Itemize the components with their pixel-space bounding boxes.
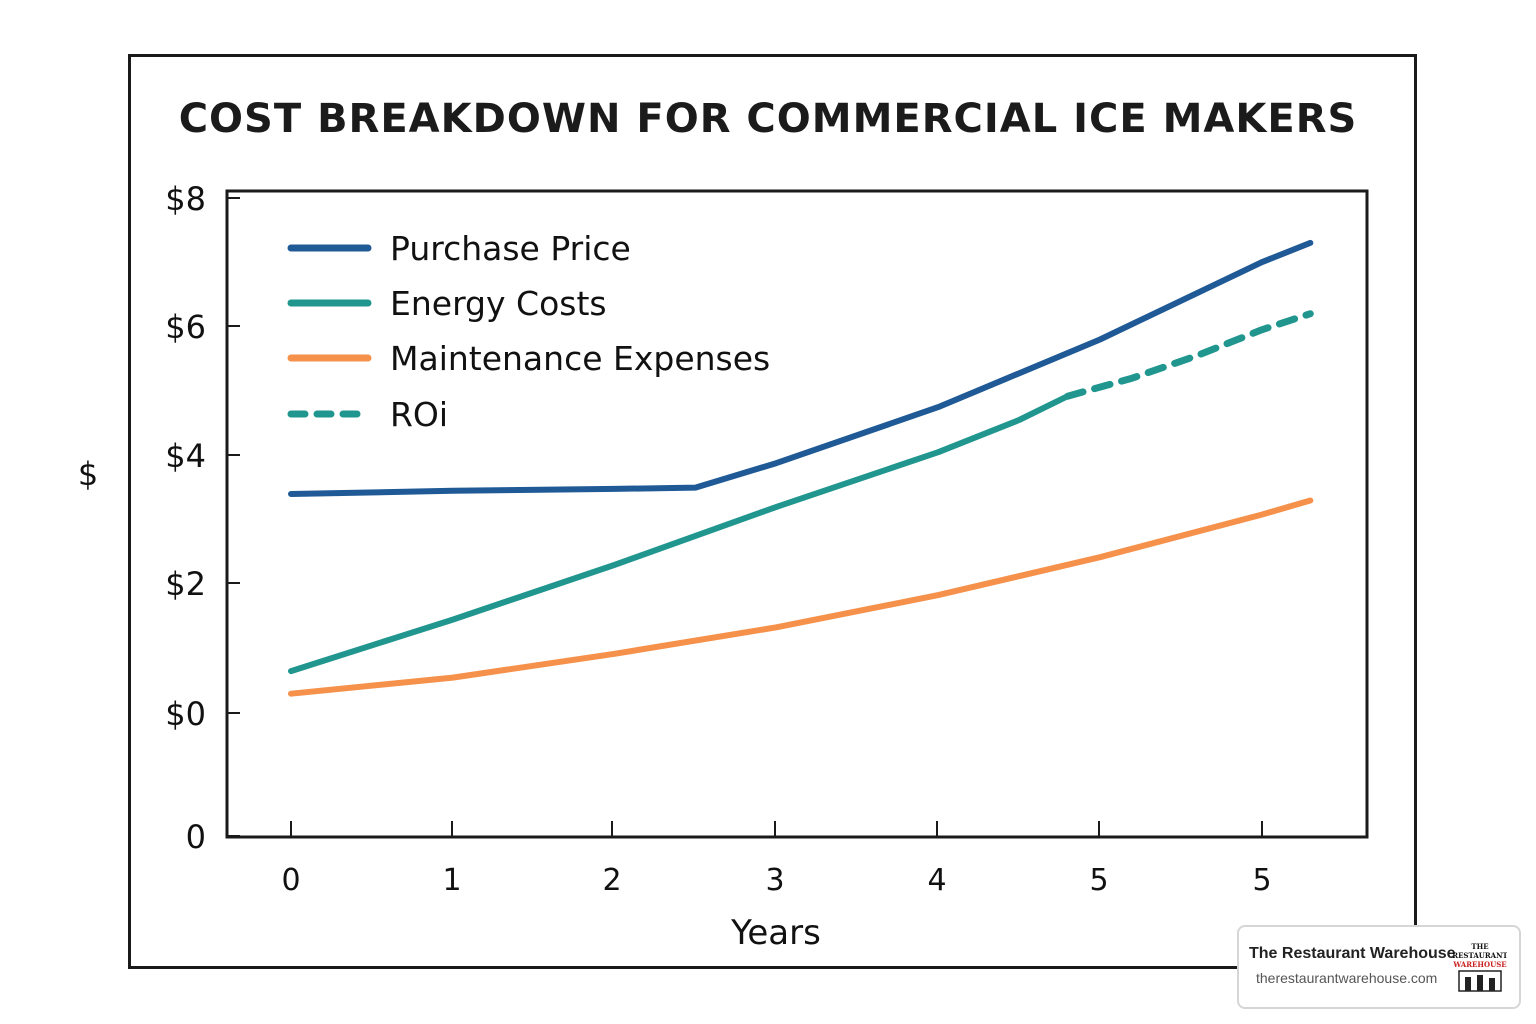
y-tick-label: $0 <box>165 695 206 733</box>
legend-label: ROi <box>390 395 448 434</box>
series-layer <box>288 239 1314 697</box>
legend: Purchase Price Energy Costs Maintenance Ex… <box>287 229 770 434</box>
legend-label: Energy Costs <box>390 284 607 323</box>
y-tick-label: $6 <box>165 308 206 346</box>
x-tick-label: 3 <box>765 863 784 898</box>
series-line-roi <box>1064 310 1314 400</box>
x-axis: 0 1 2 3 4 5 5 <box>281 821 1272 898</box>
watermark-name: The Restaurant Warehouse <box>1249 945 1456 962</box>
legend-label: Maintenance Expenses <box>390 339 770 378</box>
chart-title: COST BREAKDOWN FOR COMMERCIAL ICE MAKERS <box>178 96 1358 142</box>
y-axis: 0 $0 $2 $4 $6 $8 <box>165 180 240 856</box>
logo-line-2: RESTAURANT <box>1453 951 1507 960</box>
x-tick-label: 5 <box>1089 863 1108 898</box>
series-line-energy-costs <box>288 393 1071 675</box>
watermark-url: therestaurantwarehouse.com <box>1256 970 1438 986</box>
chart-frame <box>128 54 1417 969</box>
logo-line-1: THE <box>1471 942 1488 951</box>
plot-area-border <box>225 189 1369 839</box>
logo-line-3: WAREHOUSE <box>1453 960 1507 969</box>
x-tick-label: 2 <box>602 863 621 898</box>
y-tick-label: $8 <box>165 180 206 218</box>
x-tick-label: 5 <box>1252 863 1271 898</box>
x-tick-label: 0 <box>281 863 300 898</box>
x-tick-label: 1 <box>442 863 461 898</box>
legend-label: Purchase Price <box>390 229 631 268</box>
watermark-badge: The Restaurant Warehouse therestaurantwa… <box>1237 925 1521 1009</box>
series-line-maintenance-expenses <box>288 497 1314 697</box>
series-line-purchase-price <box>288 239 1314 497</box>
y-tick-label: $4 <box>165 437 206 475</box>
x-tick-label: 4 <box>927 863 946 898</box>
y-axis-label: $ <box>78 455 98 493</box>
y-tick-label: 0 <box>186 818 206 856</box>
x-axis-label: Years <box>730 913 821 953</box>
warehouse-logo-icon: THE RESTAURANT WAREHOUSE <box>1453 942 1507 992</box>
y-tick-label: $2 <box>165 565 206 603</box>
